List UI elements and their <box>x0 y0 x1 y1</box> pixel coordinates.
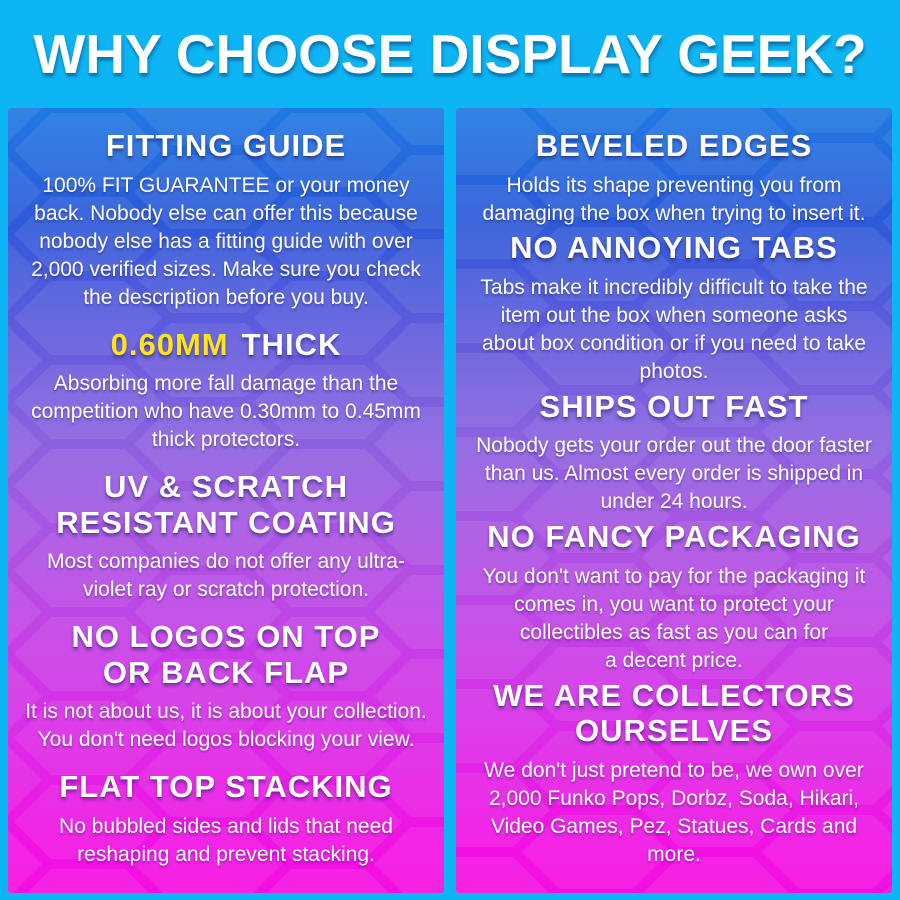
feature-heading: 0.60MM THICK <box>22 327 430 363</box>
feature-body: It is not about us, it is about your col… <box>25 700 427 752</box>
feature-heading: UV & SCRATCH RESISTANT COATING <box>56 469 396 540</box>
feature-body: 100% FIT GUARANTEE or your money back. N… <box>31 173 421 309</box>
thickness-label: THICK <box>241 326 342 362</box>
feature-uv-coating: UV & SCRATCH RESISTANT COATING Most comp… <box>22 469 430 604</box>
feature-heading: WE ARE COLLECTORS OURSELVES <box>493 677 855 749</box>
feature-body: No bubbled sides and lids that need resh… <box>59 814 393 866</box>
page-title: WHY CHOOSE DISPLAY GEEK? <box>33 23 867 85</box>
feature-no-logos: NO LOGOS ON TOP OR BACK FLAP It is not a… <box>22 619 430 754</box>
feature-heading: FITTING GUIDE <box>105 128 347 163</box>
feature-thickness: 0.60MM THICK Absorbing more fall damage t… <box>22 327 430 455</box>
left-panel: FITTING GUIDE 100% FIT GUARANTEE or your… <box>8 108 444 893</box>
feature-body: Nobody gets your order out the door fast… <box>476 434 872 514</box>
feature-body: Most companies do not offer any ultra-vi… <box>47 550 405 602</box>
feature-heading: NO ANNOYING TABS <box>510 230 838 266</box>
feature-no-tabs: NO ANNOYING TABS Tabs make it incredibly… <box>470 230 878 386</box>
feature-columns: FITTING GUIDE 100% FIT GUARANTEE or your… <box>0 108 900 900</box>
right-panel: BEVELED EDGES Holds its shape preventing… <box>456 108 892 893</box>
thickness-value: 0.60MM <box>110 326 229 362</box>
feature-heading: FLAT TOP STACKING <box>59 769 393 805</box>
feature-body: Tabs make it incredibly difficult to tak… <box>480 276 868 384</box>
feature-heading: BEVELED EDGES <box>535 128 813 163</box>
feature-body: You don't want to pay for the packaging … <box>482 564 866 672</box>
left-panel-content: FITTING GUIDE 100% FIT GUARANTEE or your… <box>8 108 444 893</box>
feature-body: We don't just pretend to be, we own over… <box>484 758 864 866</box>
feature-body: Holds its shape preventing you from dama… <box>482 173 866 225</box>
right-panel-content: BEVELED EDGES Holds its shape preventing… <box>456 108 892 893</box>
feature-heading: NO FANCY PACKAGING <box>487 519 861 555</box>
feature-no-packaging: NO FANCY PACKAGING You don't want to pay… <box>470 519 878 675</box>
feature-heading: NO LOGOS ON TOP OR BACK FLAP <box>71 619 381 690</box>
feature-body: Absorbing more fall damage than the comp… <box>31 372 421 452</box>
header: WHY CHOOSE DISPLAY GEEK? <box>0 0 900 108</box>
feature-ships-fast: SHIPS OUT FAST Nobody gets your order ou… <box>470 389 878 517</box>
feature-heading: SHIPS OUT FAST <box>539 388 809 424</box>
feature-collectors: WE ARE COLLECTORS OURSELVES We don't jus… <box>470 678 878 869</box>
feature-beveled-edges: BEVELED EDGES Holds its shape preventing… <box>470 128 878 228</box>
feature-flat-top: FLAT TOP STACKING No bubbled sides and l… <box>22 769 430 869</box>
feature-fitting-guide: FITTING GUIDE 100% FIT GUARANTEE or your… <box>22 128 430 312</box>
